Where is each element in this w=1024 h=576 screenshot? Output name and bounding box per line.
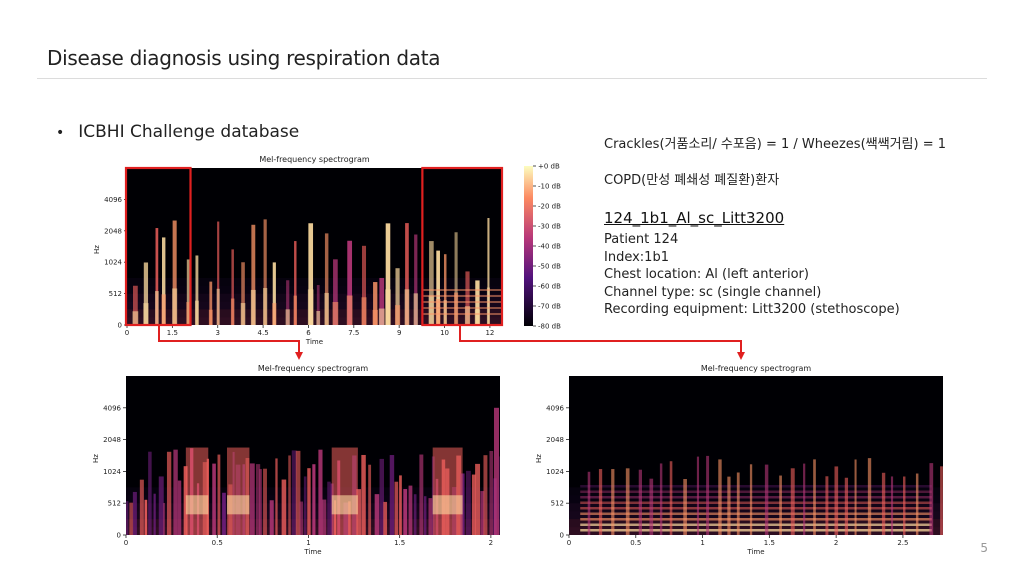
spectrogram-2: Mel-frequency spectrogram 0 512 1024 2048 409…: [92, 364, 500, 556]
colorbar-label: -70 dB: [538, 303, 561, 311]
highlight-box-1: [124, 166, 192, 327]
x-tick-label: 4.5: [258, 329, 269, 337]
y-tick-label: 1024: [546, 468, 564, 476]
y-tick-label: 4096: [104, 196, 122, 204]
x-tick-label: 0: [125, 329, 129, 337]
spectrogram-texture: [126, 407, 500, 535]
diagnosis-line: COPD(만성 폐쇄성 폐질환)환자: [604, 173, 780, 188]
x-axis-label: Time: [303, 548, 321, 556]
y-tick-label: 512: [109, 290, 122, 298]
x-tick-label: 9: [397, 329, 401, 337]
connector-arrow-2: [459, 326, 745, 360]
colorbar-label: -40 dB: [538, 243, 561, 251]
x-tick-label: 1: [306, 539, 310, 547]
x-tick-label: 3: [215, 329, 219, 337]
colorbar-label: -30 dB: [538, 223, 561, 231]
connector-arrow-1: [158, 326, 303, 360]
spectrogram-texture: [127, 218, 502, 325]
detail-equipment: Recording equipment: Litt3200 (stethosco…: [604, 302, 900, 317]
x-tick-label: 10: [440, 329, 449, 337]
y-axis-label: Hz: [93, 245, 101, 254]
x-tick-label: 1.5: [167, 329, 178, 337]
page-number: 5: [980, 541, 988, 555]
x-axis-label: Time: [305, 338, 323, 346]
spectrogram-1: Mel-frequency spectrogram 0 512 1024 2048 409…: [93, 155, 561, 346]
plot-title: Mel-frequency spectrogram: [259, 155, 370, 164]
detail-channel-type: Channel type: sc (single channel): [604, 284, 822, 300]
colorbar-label: -80 dB: [538, 323, 561, 331]
colorbar-label: -10 dB: [538, 183, 561, 191]
plot-title: Mel-frequency spectrogram: [258, 364, 369, 373]
x-tick-label: 6: [306, 329, 311, 337]
colorbar-label: -20 dB: [538, 203, 561, 211]
x-tick-label: 1.5: [764, 539, 775, 547]
record-details: Patient 124 Index:1b1 Chest location: Al…: [604, 231, 900, 319]
bullet-item: • ICBHI Challenge database: [56, 122, 299, 144]
spectrogram-3: Mel-frequency spectrogram 0 512 1024 2048 409…: [535, 364, 943, 556]
bullet-dot: •: [56, 125, 65, 141]
colorbar: [524, 166, 533, 326]
y-axis-label: Hz: [92, 454, 100, 463]
detail-patient: Patient 124: [604, 232, 679, 247]
y-tick-label: 2048: [546, 436, 564, 444]
highlight-box-2: [421, 166, 504, 327]
x-tick-label: 7.5: [348, 329, 359, 337]
x-tick-label: 2: [834, 539, 838, 547]
detail-chest-location: Chest location: Al (left anterior): [604, 267, 809, 282]
y-tick-label: 4096: [103, 404, 121, 412]
x-tick-label: 0: [567, 539, 571, 547]
y-tick-label: 4096: [546, 404, 564, 412]
record-id: 124_1b1_Al_sc_Litt3200: [604, 209, 785, 227]
x-tick-label: 1.5: [394, 539, 405, 547]
x-tick-label: 0: [124, 539, 128, 547]
y-tick-label: 0: [118, 322, 122, 330]
detail-index: Index:1b1: [604, 249, 669, 265]
y-tick-label: 0: [117, 532, 121, 540]
plot-title: Mel-frequency spectrogram: [701, 364, 812, 373]
x-tick-label: 12: [485, 329, 494, 337]
y-tick-label: 0: [560, 532, 564, 540]
y-tick-label: 1024: [103, 468, 121, 476]
x-tick-label: 0.5: [212, 539, 223, 547]
x-tick-label: 2: [489, 539, 493, 547]
colorbar-label: -60 dB: [538, 283, 561, 291]
y-tick-label: 1024: [104, 259, 122, 267]
x-axis-label: Time: [746, 548, 764, 556]
y-tick-label: 512: [108, 500, 121, 508]
y-tick-label: 2048: [103, 436, 121, 444]
colorbar-label: +0 dB: [538, 163, 560, 171]
bullet-text: ICBHI Challenge database: [78, 122, 300, 142]
title-divider: [37, 78, 987, 79]
slide-title: Disease diagnosis using respiration data: [47, 46, 441, 70]
spectrogram-texture: [569, 455, 943, 535]
y-tick-label: 512: [551, 500, 564, 508]
colorbar-label: -50 dB: [538, 263, 561, 271]
labels-line: Crackles(거품소리/ 수포음) = 1 / Wheezes(쌕쌕거림) …: [604, 137, 946, 152]
x-tick-label: 1: [700, 539, 704, 547]
x-tick-label: 0.5: [630, 539, 641, 547]
y-tick-label: 2048: [104, 227, 122, 235]
x-tick-label: 2.5: [897, 539, 908, 547]
y-axis-label: Hz: [535, 454, 543, 463]
